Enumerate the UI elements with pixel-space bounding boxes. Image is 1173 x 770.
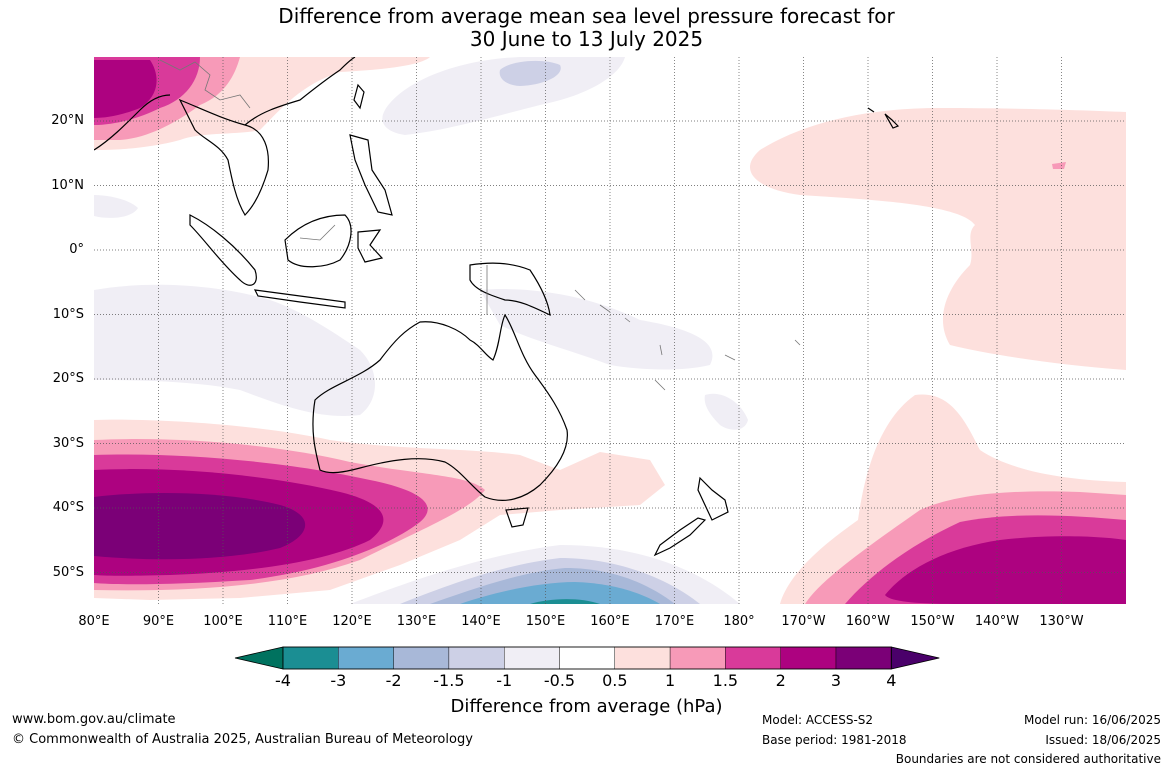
colorbar-tick-label: -4	[275, 671, 291, 690]
longitude-label: 170°E	[654, 614, 695, 629]
colorbar-extend-low	[234, 646, 284, 670]
coastline-china	[244, 57, 356, 126]
longitude-label: 140°W	[974, 614, 1020, 629]
footer-model-run: Model run: 16/06/2025	[1023, 713, 1161, 727]
longitude-label: 100°E	[203, 614, 243, 629]
border-borneo	[299, 224, 336, 241]
latitude-label: 10°S	[52, 306, 84, 322]
anomaly-region-sw-dark	[94, 493, 306, 560]
footer-url: www.bom.gov.au/climate	[12, 712, 176, 727]
footer-base-period: Base period: 1981-2018	[762, 733, 907, 747]
coastline-java	[253, 289, 346, 309]
anomaly-fields	[94, 57, 1126, 604]
colorbar-title: Difference from average (hPa)	[450, 696, 723, 717]
latitude-label: 10°N	[51, 177, 84, 193]
colorbar-swatch	[614, 646, 671, 670]
colorbar-tick-label: -1.5	[433, 671, 465, 690]
anomaly-region-nw-pacific-negative	[382, 57, 625, 135]
colorbar-tick-label: 1.5	[712, 671, 739, 690]
anomaly-region-ne-light	[749, 108, 1126, 370]
anomaly-region-asia-purple	[94, 60, 157, 118]
anomaly-region-indian-negative	[94, 284, 375, 416]
latitude-label: 20°N	[51, 113, 84, 128]
footer-issued: Issued: 18/06/2025	[1045, 733, 1161, 747]
latitude-label: 40°S	[52, 500, 84, 515]
coastlines	[94, 57, 900, 557]
footer-disclaimer: Boundaries are not considered authoritat…	[895, 752, 1161, 766]
coastline-new-guinea	[469, 262, 551, 317]
colorbar-swatch	[780, 646, 837, 670]
coastline-tasmania	[505, 507, 529, 528]
colorbar-tick-label: 4	[886, 671, 897, 690]
country-borders	[159, 59, 801, 391]
longitude-label: 180°	[723, 614, 755, 629]
colorbar-tick-label: 2	[775, 671, 786, 690]
longitude-label: 170°W	[781, 614, 826, 629]
colorbar-swatch	[393, 646, 450, 670]
anomaly-region-south-neg-5	[530, 599, 600, 604]
graticule	[94, 57, 1126, 604]
colorbar-tick-label: -0.5	[543, 671, 576, 690]
colorbar-tick-label: 3	[830, 671, 842, 690]
anomaly-region-nw-pacific-negative2	[499, 60, 561, 86]
latitude-label: 50°S	[52, 564, 84, 580]
longitude-label: 150°W	[910, 614, 955, 629]
colorbar-swatch	[559, 646, 615, 670]
colorbar-tick-label: -2	[385, 671, 402, 690]
coastline-sumatra	[189, 214, 257, 286]
map-title-line1: Difference from average mean sea level p…	[278, 4, 895, 28]
longitude-label: 120°E	[332, 614, 372, 629]
coastline-australia	[312, 313, 568, 501]
colorbar-swatch	[669, 646, 726, 670]
colorbar-extend-high	[890, 646, 940, 670]
coastline-taiwan	[353, 83, 365, 110]
longitude-label: 90°E	[142, 614, 175, 629]
longitude-label: 160°W	[845, 614, 891, 629]
longitude-label: 130°W	[1039, 614, 1084, 629]
coastline-india	[94, 94, 171, 151]
anomaly-region-se-purple	[885, 536, 1126, 604]
colorbar-tick-label: 0.5	[602, 671, 628, 690]
latitude-label: 0°	[69, 242, 84, 257]
colorbar-swatch	[725, 646, 781, 670]
coastline-hawaii	[867, 107, 900, 129]
anomaly-region-tasman-negative	[704, 393, 748, 430]
colorbar-outline	[282, 646, 892, 670]
colorbar-swatch	[504, 646, 560, 670]
coastline-indochina	[178, 98, 270, 216]
coastline-pacific-islands	[574, 289, 801, 391]
colorbar-swatch	[835, 646, 892, 670]
anomaly-region-west-indian-negative	[94, 195, 138, 218]
colorbar-swatch	[448, 646, 505, 670]
footer-copyright: © Commonwealth of Australia 2025, Austra…	[12, 732, 473, 747]
border-mainland-se-asia	[159, 59, 251, 109]
colorbar-swatch	[282, 646, 339, 670]
coastline-new-zealand-north	[697, 476, 729, 521]
colorbar-tick-label: 1	[665, 671, 676, 690]
coastline-borneo	[284, 214, 352, 268]
latitude-label: 30°S	[52, 435, 84, 451]
longitude-label: 150°E	[525, 614, 566, 629]
coastline-sulawesi	[357, 229, 384, 263]
map-title-line2: 30 June to 13 July 2025	[469, 27, 704, 51]
coastline-new-zealand-south	[653, 517, 707, 557]
longitude-label: 80°E	[78, 614, 110, 629]
colorbar-swatch	[338, 646, 394, 670]
colorbar-tick-label: -3	[330, 671, 347, 690]
coastline-philippines	[349, 134, 393, 216]
colorbar	[234, 646, 940, 670]
longitude-label: 130°E	[396, 614, 437, 629]
latitude-label: 20°S	[52, 371, 84, 386]
anomaly-region-south-neg-4	[460, 582, 660, 604]
footer-model: Model: ACCESS-S2	[762, 713, 874, 727]
colorbar-tick-label: -1	[496, 671, 513, 690]
longitude-label: 140°E	[461, 614, 501, 629]
anomaly-region-ne-spot	[1052, 162, 1066, 169]
longitude-label: 110°E	[267, 614, 308, 629]
longitude-label: 160°E	[590, 614, 630, 629]
